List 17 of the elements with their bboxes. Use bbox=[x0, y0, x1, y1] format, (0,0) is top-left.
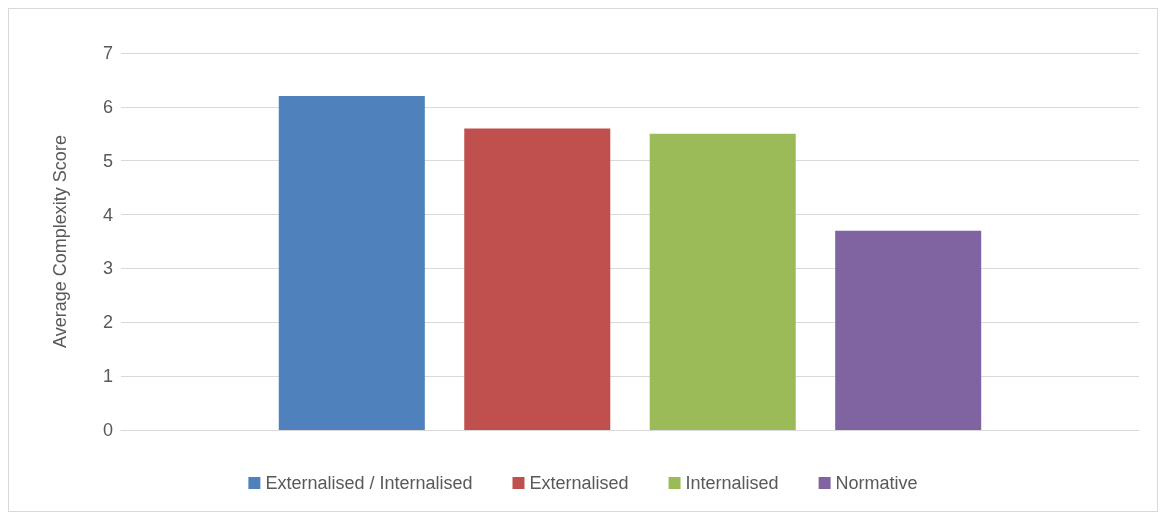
y-tick-label: 2 bbox=[102, 312, 113, 333]
y-tick-label: 1 bbox=[102, 366, 113, 387]
y-tick-label: 6 bbox=[102, 96, 113, 117]
y-tick-label: 4 bbox=[102, 204, 113, 225]
bar bbox=[835, 230, 982, 430]
y-tick-label: 7 bbox=[102, 43, 113, 63]
legend-label: Internalised bbox=[685, 473, 779, 493]
y-axis-title: Average Complexity Score bbox=[50, 135, 70, 348]
legend-label: Normative bbox=[835, 473, 918, 493]
legend-label: Externalised bbox=[529, 473, 629, 493]
y-tick-label: 0 bbox=[102, 420, 113, 440]
y-tick-label: 3 bbox=[102, 258, 113, 279]
y-tick-label: 5 bbox=[102, 150, 113, 171]
legend-label: Externalised / Internalised bbox=[265, 473, 473, 493]
bar bbox=[649, 133, 796, 430]
bar bbox=[464, 128, 611, 430]
bar bbox=[278, 96, 425, 430]
